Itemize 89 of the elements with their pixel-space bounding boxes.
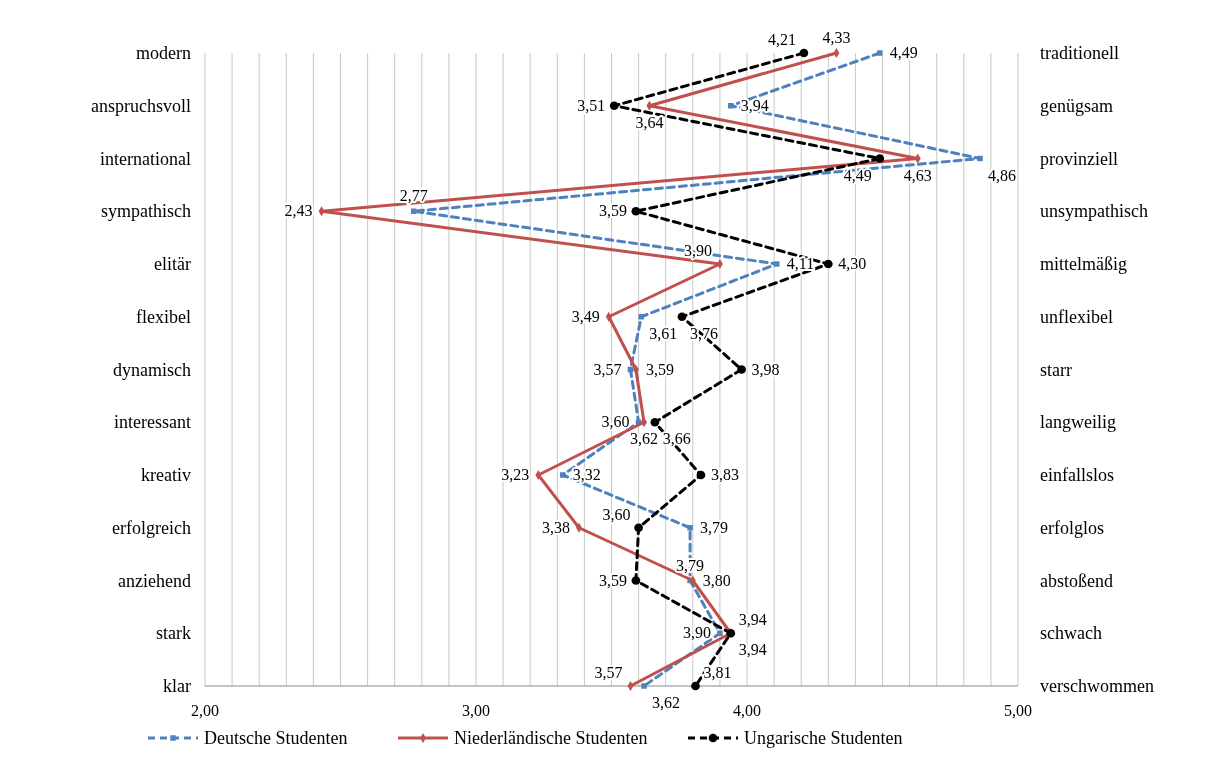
x-tick-label: 2,00: [191, 702, 219, 719]
data-label: 3,49: [571, 307, 600, 325]
data-label: 3,57: [594, 664, 623, 681]
legend-label: Niederländische Studenten: [454, 728, 648, 748]
point: [823, 259, 833, 269]
data-label: 4,33: [822, 29, 851, 46]
y2-tick-label: verschwommen: [1040, 676, 1154, 696]
point: [977, 155, 983, 162]
y-tick-label: elitär: [154, 254, 191, 274]
point: [609, 101, 619, 111]
point: [687, 525, 693, 531]
point: [737, 365, 746, 374]
y-tick-label: klar: [163, 676, 192, 696]
data-label: 3,60: [601, 413, 630, 431]
data-label: 2,77: [399, 187, 428, 205]
x-tick-label: 3,00: [462, 702, 490, 719]
y-tick-label: sympathisch: [101, 201, 191, 222]
point: [774, 261, 780, 267]
data-label: 3,79: [700, 518, 729, 536]
y-tick-label: international: [100, 148, 191, 169]
point: [799, 48, 809, 58]
data-label: 3,94: [738, 611, 767, 629]
data-label: 4,21: [767, 31, 796, 48]
data-label: 3,23: [501, 466, 530, 483]
y2-tick-label: provinziell: [1040, 148, 1118, 169]
y-tick-label: anziehend: [118, 570, 191, 591]
data-label: 3,59: [645, 360, 674, 378]
y-tick-label: modern: [136, 43, 191, 63]
point: [631, 576, 641, 585]
data-label: 3,66: [662, 430, 691, 448]
data-label: 3,38: [541, 518, 570, 536]
data-label: 3,90: [682, 624, 711, 642]
data-label: 4,49: [843, 166, 872, 184]
point: [677, 312, 687, 322]
data-label: 3,94: [738, 641, 767, 659]
y-tick-label: anspruchsvoll: [91, 95, 191, 116]
data-label: 3,64: [635, 113, 664, 131]
data-label: 4,86: [988, 166, 1017, 184]
point: [691, 681, 700, 691]
data-label: 3,81: [703, 664, 732, 681]
data-label: 3,98: [751, 360, 780, 378]
point: [717, 630, 723, 636]
data-label: 4,49: [889, 44, 918, 61]
data-label: 3,32: [572, 466, 601, 483]
data-label: 4,30: [838, 255, 867, 272]
data-label: 3,61: [649, 324, 678, 342]
y-tick-label: interessant: [114, 412, 191, 433]
point: [877, 50, 883, 56]
y2-tick-label: langweilig: [1040, 412, 1116, 433]
point: [641, 683, 647, 689]
y2-tick-label: unflexibel: [1040, 306, 1113, 327]
data-label: 3,83: [710, 466, 739, 483]
x-tick-label: 5,00: [1004, 702, 1032, 719]
data-label: 4,63: [903, 166, 932, 184]
point: [631, 206, 641, 216]
point: [634, 523, 643, 533]
y2-tick-label: einfallslos: [1040, 465, 1114, 485]
point: [875, 154, 885, 163]
y2-tick-label: mittelmäßig: [1040, 254, 1127, 274]
y2-tick-label: erfolglos: [1040, 517, 1104, 538]
y2-tick-label: schwach: [1040, 623, 1102, 644]
y2-tick-label: unsympathisch: [1040, 201, 1148, 222]
y2-tick-label: starr: [1040, 359, 1072, 380]
legend-label: Ungarische Studenten: [744, 728, 903, 748]
y-tick-label: kreativ: [141, 465, 191, 485]
point: [650, 417, 660, 427]
data-label: 3,94: [740, 96, 769, 114]
data-label: 3,51: [577, 96, 606, 114]
data-label: 3,62: [652, 694, 681, 711]
y2-tick-label: traditionell: [1040, 43, 1119, 63]
y2-tick-label: genügsam: [1040, 95, 1113, 116]
data-label: 2,43: [284, 202, 313, 220]
data-label: 3,57: [593, 360, 622, 378]
y-tick-label: flexibel: [136, 306, 191, 327]
data-label: 4,11: [786, 255, 815, 272]
y-tick-label: erfolgreich: [112, 517, 191, 538]
y-tick-label: dynamisch: [113, 359, 191, 380]
data-label: 3,79: [676, 556, 705, 574]
data-label: 3,62: [630, 430, 659, 448]
data-label: 3,80: [702, 571, 731, 589]
y-tick-label: stark: [156, 623, 191, 644]
legend-label: Deutsche Studenten: [204, 728, 348, 748]
x-tick-label: 4,00: [733, 702, 761, 719]
point: [559, 472, 566, 478]
data-label: 3,59: [598, 571, 627, 589]
y2-tick-label: abstoßend: [1040, 570, 1113, 591]
point: [696, 470, 706, 480]
data-label: 3,60: [602, 505, 631, 523]
data-label: 3,59: [598, 202, 627, 220]
